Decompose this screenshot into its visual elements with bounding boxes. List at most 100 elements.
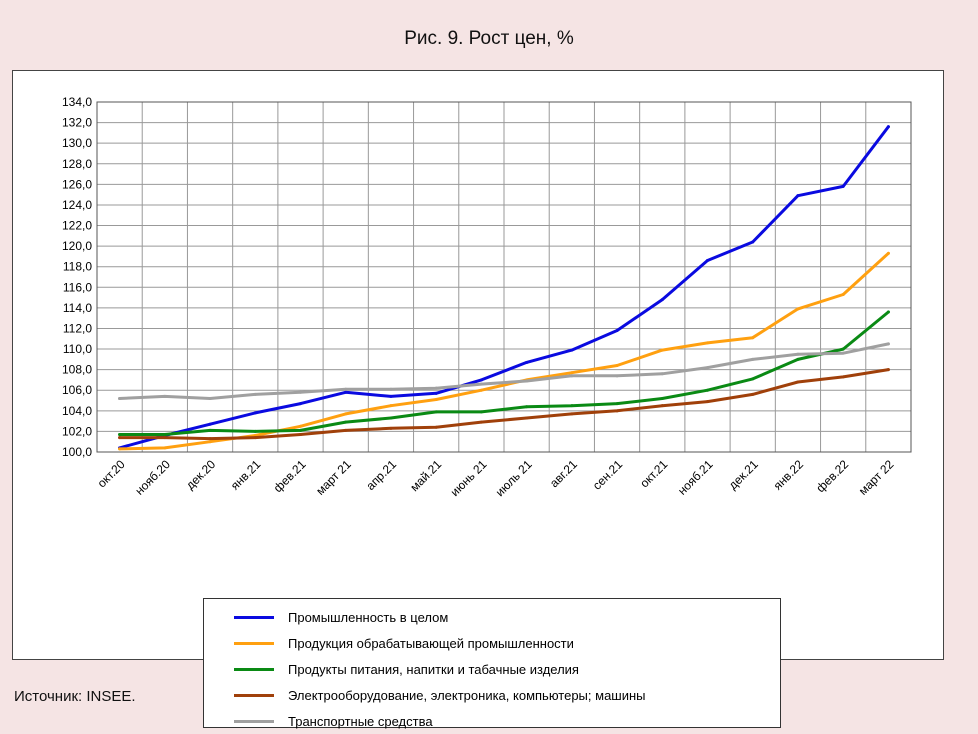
x-tick-label: июль 21	[493, 457, 535, 499]
data-point	[208, 428, 212, 432]
data-point	[796, 357, 800, 361]
plot-frame	[96, 101, 912, 453]
chart-title: Рис. 9. Рост цен, %	[404, 28, 574, 49]
x-tick-label: янв.22	[771, 457, 807, 493]
data-point	[615, 402, 619, 406]
data-point	[434, 391, 438, 395]
data-point	[886, 368, 890, 372]
data-point	[706, 259, 709, 263]
data-point	[841, 351, 845, 355]
y-tick-label: 110,0	[63, 342, 92, 356]
y-tick-label: 134,0	[62, 95, 92, 109]
series-line-1	[118, 125, 890, 450]
x-tick-label: сен.21	[590, 457, 626, 493]
y-tick-label: 124,0	[62, 198, 92, 212]
data-point	[751, 392, 755, 396]
x-tick-label: дек.20	[183, 457, 218, 492]
y-tick-label: 132,0	[62, 116, 92, 130]
data-point	[660, 372, 664, 376]
y-tick-label: 118,0	[63, 260, 92, 274]
data-point	[299, 433, 302, 436]
data-point	[660, 348, 664, 352]
legend: Промышленность в целом Продукция обрабаты…	[203, 598, 781, 729]
x-tick-label: фев.21	[271, 457, 309, 495]
data-point	[163, 433, 167, 436]
data-point	[344, 428, 348, 432]
legend-item: Промышленность в целом	[204, 604, 780, 630]
data-point	[299, 402, 302, 406]
data-point	[706, 400, 709, 404]
data-point	[886, 310, 890, 314]
data-point	[299, 390, 302, 394]
data-point	[163, 446, 167, 450]
data-point	[434, 398, 438, 401]
data-point	[841, 293, 845, 296]
data-point	[751, 240, 755, 244]
x-tick-label: июнь 21	[448, 457, 490, 499]
data-point	[796, 194, 800, 198]
data-point	[253, 429, 257, 433]
y-tick-label: 108,0	[62, 363, 92, 377]
data-point	[841, 184, 845, 188]
y-tick-label: 102,0	[62, 424, 92, 438]
x-tick-label: март 21	[313, 457, 354, 498]
y-tick-label: 122,0	[62, 219, 92, 233]
y-tick-label: 100,0	[62, 445, 92, 459]
y-tick-label: 130,0	[62, 136, 92, 150]
data-point	[208, 422, 212, 426]
data-point	[660, 404, 664, 408]
legend-item: Электрооборудование, электроника, компью…	[204, 682, 780, 708]
data-point	[660, 396, 664, 400]
legend-swatch	[234, 667, 274, 671]
legend-item: Продукты питания, напитки и табачные изд…	[204, 656, 780, 682]
legend-label: Электрооборудование, электроника, компью…	[288, 687, 646, 703]
x-tick-label: дек.21	[726, 457, 761, 492]
x-tick-label: окт.21	[637, 457, 670, 490]
legend-label: Продукты питания, напитки и табачные изд…	[288, 661, 579, 677]
data-point	[751, 336, 755, 340]
y-tick-label: 126,0	[62, 177, 92, 191]
data-point	[706, 341, 709, 345]
data-point	[751, 377, 755, 381]
legend-item: Транспортные средства	[204, 708, 780, 734]
data-point	[344, 387, 348, 391]
data-point	[299, 428, 302, 432]
data-point	[344, 390, 348, 394]
y-tick-label: 116,0	[63, 280, 92, 294]
x-tick-label: янв.21	[228, 457, 264, 493]
legend-swatch	[234, 719, 274, 723]
data-point	[118, 433, 122, 436]
data-point	[434, 425, 438, 429]
data-point	[389, 387, 393, 391]
data-point	[389, 394, 393, 398]
data-point	[389, 404, 393, 408]
data-point	[344, 420, 348, 424]
data-point	[208, 396, 212, 400]
data-point	[796, 307, 800, 311]
data-point	[479, 420, 483, 424]
data-point	[570, 404, 574, 408]
data-point	[208, 437, 212, 441]
data-point	[525, 379, 529, 383]
legend-label: Промышленность в целом	[288, 609, 449, 625]
data-point	[615, 374, 619, 378]
data-point	[886, 125, 890, 129]
x-tick-label: фев.22	[813, 457, 851, 495]
data-point	[118, 396, 122, 400]
x-tick-label: май.21	[407, 457, 444, 494]
data-point	[525, 416, 529, 420]
data-point	[253, 392, 257, 396]
data-point	[841, 347, 845, 351]
data-point	[479, 388, 483, 392]
data-point	[299, 424, 302, 428]
data-point	[434, 410, 438, 414]
data-point	[525, 360, 529, 364]
data-point	[253, 436, 257, 440]
data-point	[479, 378, 483, 382]
data-point	[660, 298, 664, 302]
data-point	[796, 380, 800, 384]
data-point	[796, 352, 800, 356]
y-tick-label: 128,0	[62, 157, 92, 171]
data-point	[389, 416, 393, 420]
data-point	[706, 366, 709, 370]
